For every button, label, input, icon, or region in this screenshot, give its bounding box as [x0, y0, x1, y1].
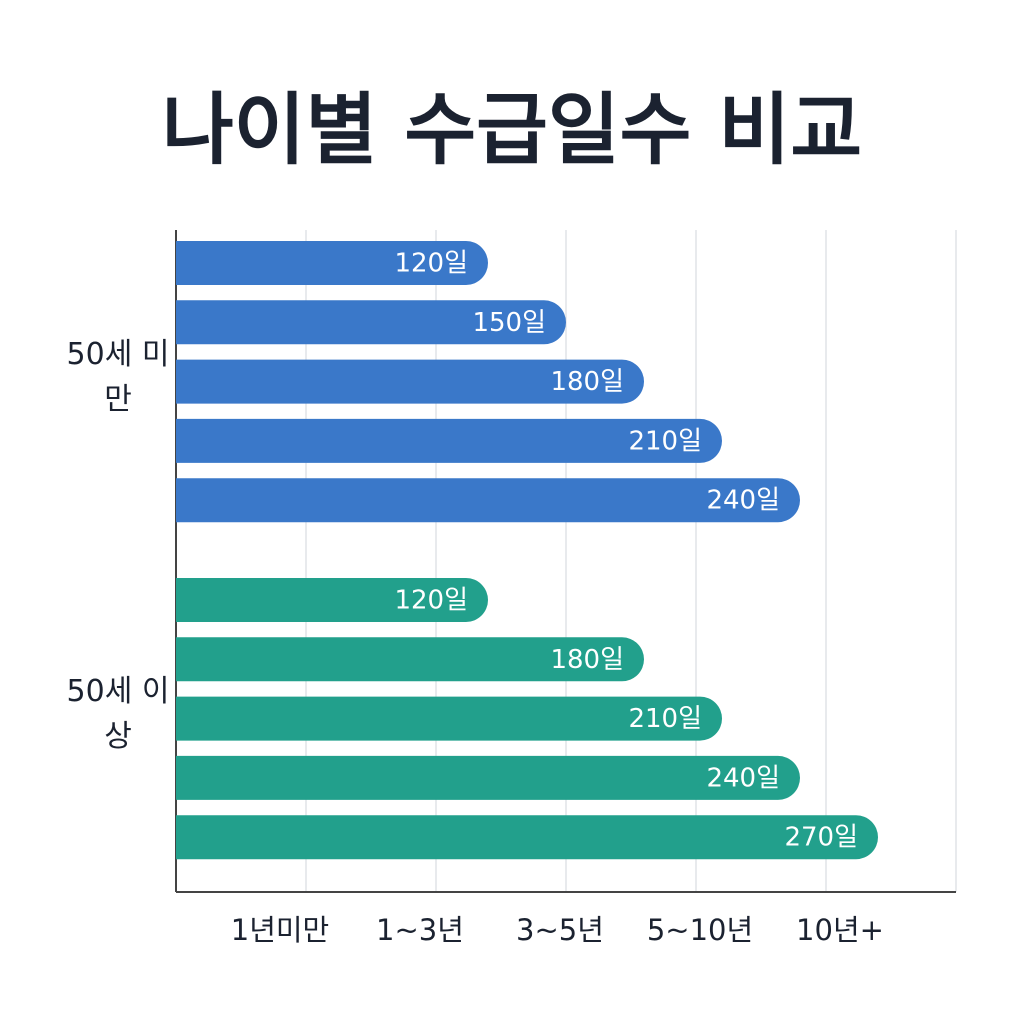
value-label: 240일	[706, 763, 780, 793]
bar	[176, 300, 566, 345]
x-tick-label: 3~5년	[516, 913, 604, 947]
bar	[176, 418, 723, 463]
bar	[176, 637, 644, 682]
legend-label: 50세 이상	[66, 673, 170, 754]
bar	[176, 755, 800, 800]
x-tick-label: 10년+	[796, 913, 884, 947]
value-label: 120일	[394, 249, 468, 279]
value-label: 180일	[550, 367, 624, 397]
bar	[176, 578, 488, 622]
group-label-box: 50세 미만	[66, 336, 170, 417]
group-label-box: 50세 이상	[66, 673, 170, 754]
chart-title: 나이별 수급일수 비교	[162, 85, 862, 175]
value-label: 210일	[628, 704, 702, 734]
bar	[176, 478, 800, 523]
x-tick-label: 5~10년	[647, 913, 753, 947]
value-label: 270일	[784, 823, 858, 853]
bar	[176, 359, 644, 404]
value-label: 180일	[550, 645, 624, 675]
value-label: 210일	[628, 426, 702, 456]
bar	[176, 696, 723, 741]
value-label: 120일	[394, 586, 468, 616]
value-label: 240일	[706, 486, 780, 516]
x-tick-label: 1~3년	[376, 913, 464, 947]
value-label: 150일	[472, 308, 546, 338]
x-tick-label: 1년미만	[231, 913, 330, 947]
bar	[176, 815, 878, 860]
legend-label: 50세 미만	[66, 336, 170, 417]
bar	[176, 241, 488, 285]
